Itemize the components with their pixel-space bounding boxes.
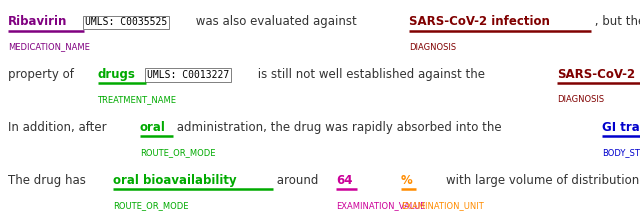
Text: MEDICATION_NAME: MEDICATION_NAME (8, 43, 90, 51)
Text: administration, the drug was rapidly absorbed into the: administration, the drug was rapidly abs… (173, 121, 506, 134)
Text: around: around (273, 174, 322, 187)
Text: 64: 64 (336, 174, 353, 187)
Text: oral: oral (140, 121, 166, 134)
Text: ROUTE_OR_MODE: ROUTE_OR_MODE (140, 148, 215, 157)
Text: EXAMINATION_UNIT: EXAMINATION_UNIT (401, 201, 483, 210)
Text: is still not well established against the: is still not well established against th… (254, 68, 489, 81)
Text: oral bioavailability: oral bioavailability (113, 174, 237, 187)
Text: %: % (401, 174, 413, 187)
Text: , but the: , but the (591, 15, 640, 28)
Text: Ribavirin: Ribavirin (8, 15, 67, 28)
Text: UMLS: C0035525: UMLS: C0035525 (85, 17, 167, 27)
Text: EXAMINATION_VALUE: EXAMINATION_VALUE (336, 201, 426, 210)
Text: ROUTE_OR_MODE: ROUTE_OR_MODE (113, 201, 189, 210)
Text: TREATMENT_NAME: TREATMENT_NAME (97, 95, 177, 104)
Text: property of: property of (8, 68, 77, 81)
Text: with large volume of distribution.: with large volume of distribution. (416, 174, 640, 187)
Text: BODY_STRUCTURE: BODY_STRUCTURE (602, 148, 640, 157)
Text: The drug has: The drug has (8, 174, 90, 187)
Text: DIAGNOSIS: DIAGNOSIS (557, 95, 604, 104)
Text: SARS-CoV-2: SARS-CoV-2 (557, 68, 635, 81)
Text: In addition, after: In addition, after (8, 121, 110, 134)
Text: DIAGNOSIS: DIAGNOSIS (410, 43, 456, 51)
Text: GI tract: GI tract (602, 121, 640, 134)
Text: UMLS: C0013227: UMLS: C0013227 (147, 70, 229, 80)
Text: was also evaluated against: was also evaluated against (192, 15, 360, 28)
Text: drugs: drugs (97, 68, 136, 81)
Text: SARS-CoV-2 infection: SARS-CoV-2 infection (410, 15, 550, 28)
